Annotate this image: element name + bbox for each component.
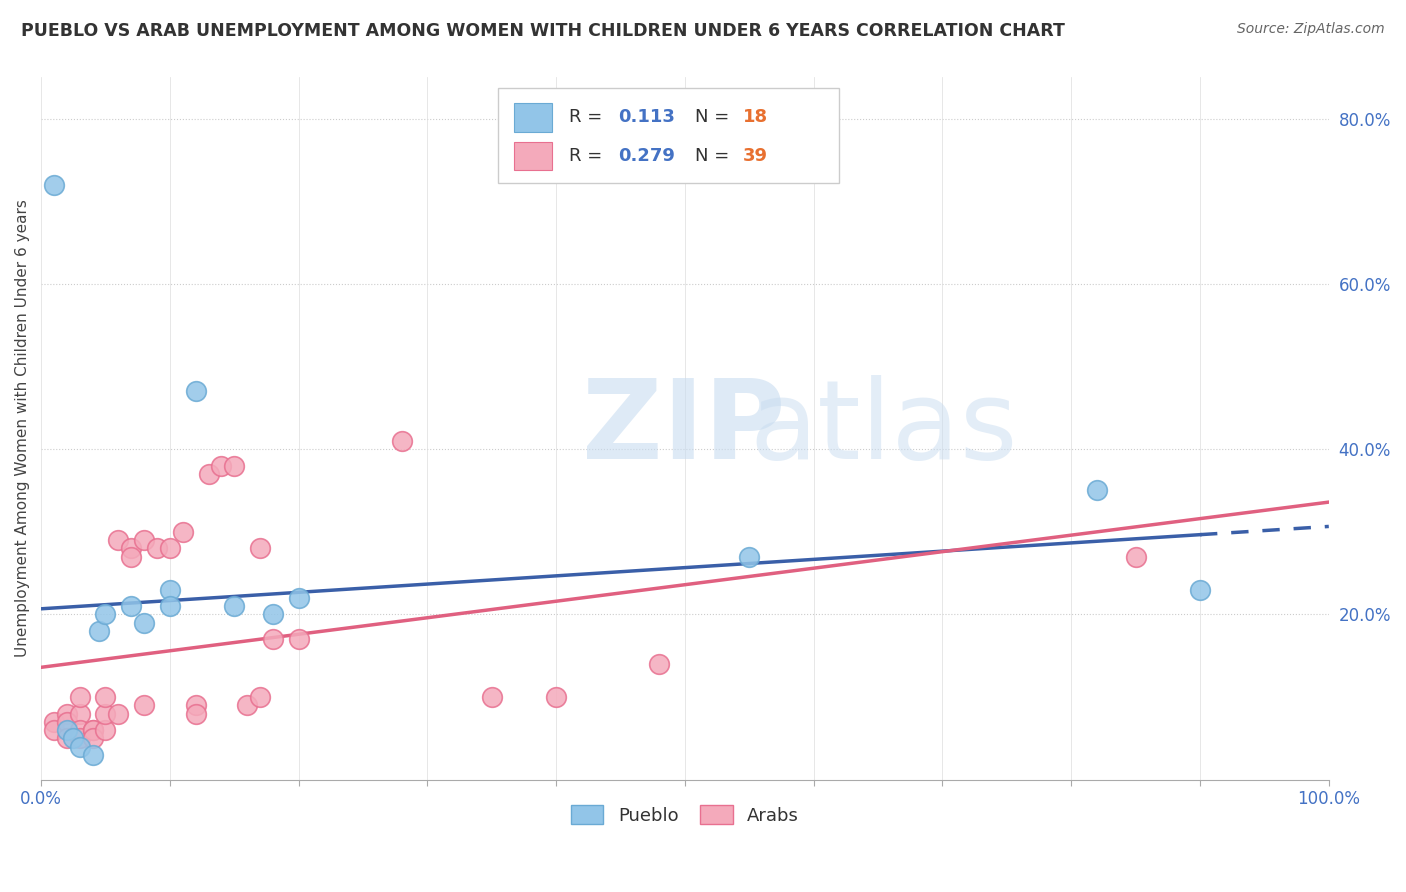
Point: [134, 615, 156, 630]
Point: [546, 690, 568, 704]
Point: [82, 723, 104, 737]
Point: [159, 541, 181, 556]
Point: [56, 731, 79, 746]
Point: [648, 657, 671, 671]
Point: [94, 607, 117, 622]
Point: [184, 384, 207, 399]
Point: [56, 714, 79, 729]
Text: R =: R =: [569, 109, 607, 127]
Point: [738, 549, 761, 564]
Point: [134, 698, 156, 713]
Text: 18: 18: [742, 109, 768, 127]
Text: atlas: atlas: [749, 375, 1018, 482]
Point: [62, 731, 84, 746]
Point: [107, 706, 129, 721]
Text: 0.113: 0.113: [619, 109, 675, 127]
Point: [94, 690, 117, 704]
Point: [82, 723, 104, 737]
Point: [249, 690, 271, 704]
Bar: [513, 103, 553, 131]
Point: [184, 698, 207, 713]
Point: [224, 458, 246, 473]
Point: [249, 541, 271, 556]
Point: [120, 549, 142, 564]
Point: [287, 591, 309, 605]
Point: [391, 434, 413, 448]
Text: 39: 39: [742, 147, 768, 165]
Point: [209, 458, 232, 473]
Text: 0.279: 0.279: [619, 147, 675, 165]
Text: ZIP: ZIP: [582, 375, 786, 482]
Point: [134, 533, 156, 547]
Point: [69, 731, 91, 746]
Point: [236, 698, 259, 713]
Point: [69, 690, 91, 704]
Point: [287, 632, 309, 647]
Point: [159, 582, 181, 597]
Point: [1085, 483, 1108, 498]
Point: [69, 706, 91, 721]
Text: N =: N =: [695, 109, 735, 127]
Point: [224, 599, 246, 614]
Point: [82, 747, 104, 762]
Point: [94, 723, 117, 737]
Point: [107, 533, 129, 547]
Point: [159, 599, 181, 614]
Bar: [513, 142, 553, 170]
Text: Source: ZipAtlas.com: Source: ZipAtlas.com: [1237, 22, 1385, 37]
Point: [69, 739, 91, 754]
Text: R =: R =: [569, 147, 607, 165]
FancyBboxPatch shape: [498, 88, 839, 183]
Point: [94, 706, 117, 721]
Legend: Pueblo, Arabs: Pueblo, Arabs: [562, 797, 808, 834]
Point: [69, 723, 91, 737]
Point: [42, 178, 65, 192]
Point: [87, 624, 110, 638]
Point: [172, 524, 194, 539]
Point: [1188, 582, 1211, 597]
Point: [56, 706, 79, 721]
Point: [82, 731, 104, 746]
Point: [197, 467, 219, 481]
Point: [1125, 549, 1147, 564]
Point: [120, 541, 142, 556]
Point: [481, 690, 503, 704]
Point: [146, 541, 169, 556]
Text: N =: N =: [695, 147, 735, 165]
Text: PUEBLO VS ARAB UNEMPLOYMENT AMONG WOMEN WITH CHILDREN UNDER 6 YEARS CORRELATION : PUEBLO VS ARAB UNEMPLOYMENT AMONG WOMEN …: [21, 22, 1064, 40]
Point: [184, 706, 207, 721]
Y-axis label: Unemployment Among Women with Children Under 6 years: Unemployment Among Women with Children U…: [15, 200, 30, 657]
Point: [42, 714, 65, 729]
Point: [120, 599, 142, 614]
Point: [262, 632, 284, 647]
Point: [42, 723, 65, 737]
Point: [262, 607, 284, 622]
Point: [56, 723, 79, 737]
